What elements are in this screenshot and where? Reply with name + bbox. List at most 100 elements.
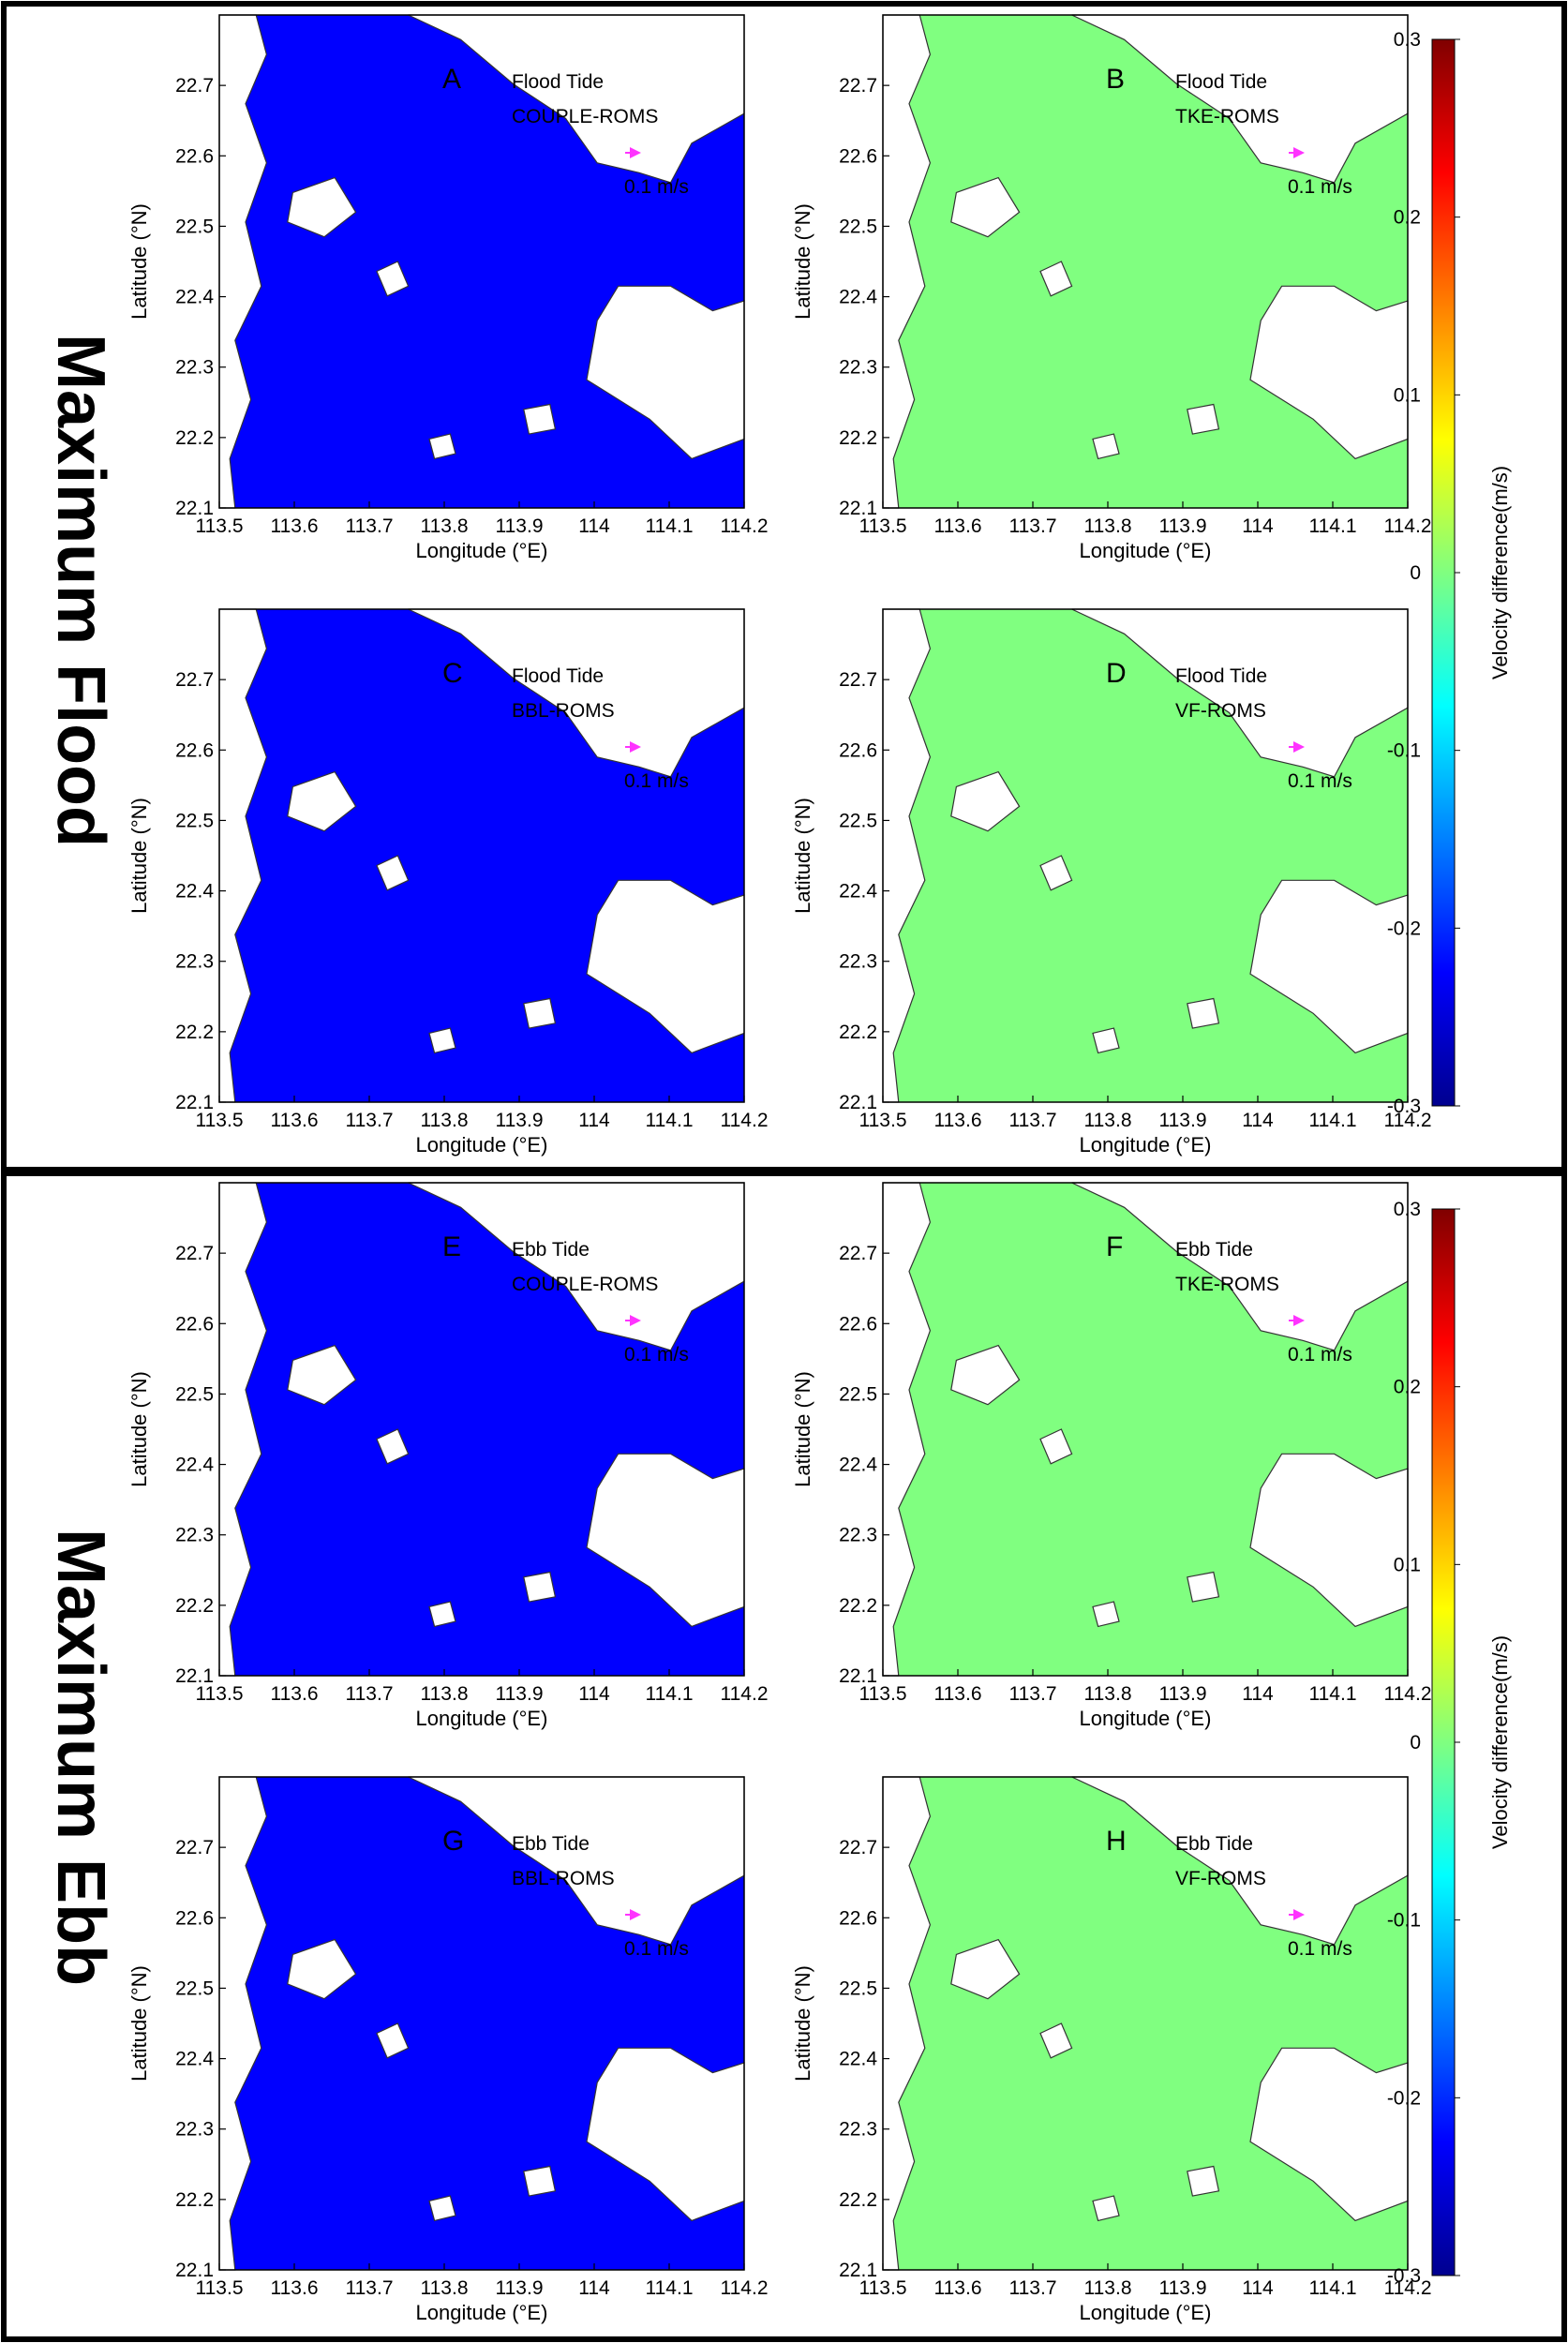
y-tick-label: 22.4 <box>839 881 877 903</box>
panel-D: 113.5 113.6 113.7 113.8 113.9 114 114.1 114.2 22… <box>791 608 1432 1157</box>
land-polygon <box>287 1938 357 2000</box>
x-tick-label: 113.9 <box>496 1110 544 1131</box>
x-tick-label: 114.2 <box>721 1110 769 1131</box>
y-tick-label: 22.1 <box>839 1665 877 1687</box>
x-tick-label: 114.1 <box>1309 1683 1357 1705</box>
y-tick-label: 22.5 <box>839 216 877 237</box>
colorbar-bar <box>1431 1208 1456 2276</box>
y-tick-label: 22.1 <box>175 1092 214 1113</box>
x-tick-label: 114.1 <box>1309 2277 1357 2299</box>
colorbar-flood: 0.3 0.2 0.1 0 -0.1 -0.2 -0.3 Velocity differenc… <box>1387 29 1512 1117</box>
y-tick-label: 22.3 <box>175 1525 214 1546</box>
y-tick-label: 22.3 <box>175 357 214 379</box>
x-tick-label: 113.5 <box>859 1110 907 1131</box>
y-tick-label: 22.1 <box>839 1092 877 1113</box>
y-tick-label: 22.4 <box>175 287 214 308</box>
x-tick-label: 113.6 <box>271 1683 319 1705</box>
y-tick-label: 22.4 <box>175 881 214 903</box>
colorbar-tick-label: 0.1 <box>1394 384 1421 406</box>
x-tick-label: 113.6 <box>271 1110 319 1131</box>
land-polygon <box>376 2022 410 2059</box>
x-tick-label: 113.7 <box>346 2277 394 2299</box>
x-tick-label: 113.5 <box>196 1683 244 1705</box>
tide-label: Flood Tide <box>512 665 604 687</box>
y-tick-label: 22.1 <box>839 498 877 519</box>
land-polygon <box>950 1344 1021 1406</box>
colorbar-tick-label: 0 <box>1410 1732 1421 1754</box>
colorbar-label: Velocity difference(m/s) <box>1488 466 1512 679</box>
y-tick-label: 22.5 <box>175 1977 214 1999</box>
y-tick-label: 22.6 <box>839 1907 877 1929</box>
x-tick-label: 113.6 <box>271 2277 319 2299</box>
tide-label: Flood Tide <box>512 71 604 93</box>
axes-frame <box>218 1182 745 1677</box>
scale-label: 0.1 m/s <box>1288 176 1352 198</box>
colorbar-tick-label: -0.3 <box>1387 2265 1421 2287</box>
land-polygon <box>1187 1571 1220 1603</box>
panel-letter: G <box>442 1826 464 1857</box>
x-tick-label: 113.8 <box>1084 1683 1132 1705</box>
land-polygon <box>523 997 557 1029</box>
y-tick-label: 22.5 <box>839 1383 877 1405</box>
x-tick-label: 113.9 <box>1159 2277 1207 2299</box>
model-label: VF-ROMS <box>1175 700 1266 722</box>
panel-letter: A <box>442 64 461 95</box>
x-axis-label: Longitude (°E) <box>416 539 548 562</box>
scale-label: 0.1 m/s <box>1288 770 1352 792</box>
x-tick-label: 113.8 <box>1084 515 1132 537</box>
colorbar-tick-label: -0.1 <box>1387 740 1421 762</box>
model-label: TKE-ROMS <box>1175 1274 1279 1295</box>
x-axis-label: Longitude (°E) <box>1080 1707 1212 1730</box>
x-tick-label: 113.7 <box>346 1683 394 1705</box>
y-tick-label: 22.2 <box>175 1595 214 1617</box>
land-polygon <box>1039 1428 1073 1465</box>
x-tick-label: 113.5 <box>859 515 907 537</box>
x-tick-label: 113.6 <box>271 515 319 537</box>
y-tick-label: 22.1 <box>839 2260 877 2281</box>
colorbar-tick-label: 0.2 <box>1394 1377 1421 1398</box>
land-polygon <box>1039 261 1073 297</box>
model-label: BBL-ROMS <box>512 700 615 722</box>
x-tick-label: 113.9 <box>1159 515 1207 537</box>
land-polygon <box>523 1571 557 1603</box>
axes-frame <box>218 1776 745 2271</box>
panel-C: 113.5 113.6 113.7 113.8 113.9 114 114.1 114.2 22… <box>127 608 769 1157</box>
land-polygon <box>287 176 357 238</box>
y-tick-label: 22.2 <box>839 1022 877 1043</box>
y-tick-label: 22.1 <box>175 498 214 519</box>
y-tick-label: 22.6 <box>175 739 214 761</box>
x-tick-label: 113.5 <box>196 515 244 537</box>
scale-label: 0.1 m/s <box>624 1938 689 1960</box>
x-tick-label: 113.5 <box>196 2277 244 2299</box>
colorbar-tick-label: -0.2 <box>1387 918 1421 939</box>
land-polygon <box>1092 1027 1120 1054</box>
scale-label: 0.1 m/s <box>624 1344 689 1366</box>
axes-frame <box>882 14 1409 509</box>
y-tick-label: 22.7 <box>839 75 877 97</box>
y-tick-label: 22.7 <box>839 1837 877 1858</box>
y-tick-label: 22.6 <box>175 1907 214 1929</box>
land-polygon <box>950 1938 1021 2000</box>
scale-label: 0.1 m/s <box>624 770 689 792</box>
x-tick-label: 113.7 <box>346 515 394 537</box>
x-tick-label: 113.7 <box>1009 515 1057 537</box>
x-tick-label: 113.6 <box>934 1683 982 1705</box>
panel-letter: E <box>442 1231 461 1262</box>
colorbar-tick-label: -0.2 <box>1387 2087 1421 2109</box>
land-polygon <box>1039 2022 1073 2059</box>
x-tick-label: 113.5 <box>859 2277 907 2299</box>
y-tick-label: 22.7 <box>175 1243 214 1264</box>
colorbar-label: Velocity difference(m/s) <box>1488 1635 1512 1849</box>
y-axis-label: Latitude (°N) <box>127 1965 151 2082</box>
y-tick-label: 22.7 <box>175 669 214 691</box>
colorbar-tick-label: -0.1 <box>1387 1910 1421 1932</box>
land-polygon <box>1092 1601 1120 1628</box>
x-tick-label: 113.7 <box>346 1110 394 1131</box>
x-tick-label: 113.6 <box>934 515 982 537</box>
model-label: TKE-ROMS <box>1175 106 1279 127</box>
y-tick-label: 22.7 <box>839 1243 877 1264</box>
x-tick-label: 113.5 <box>196 1110 244 1131</box>
x-tick-label: 114.2 <box>1384 1683 1432 1705</box>
y-tick-label: 22.5 <box>175 216 214 237</box>
